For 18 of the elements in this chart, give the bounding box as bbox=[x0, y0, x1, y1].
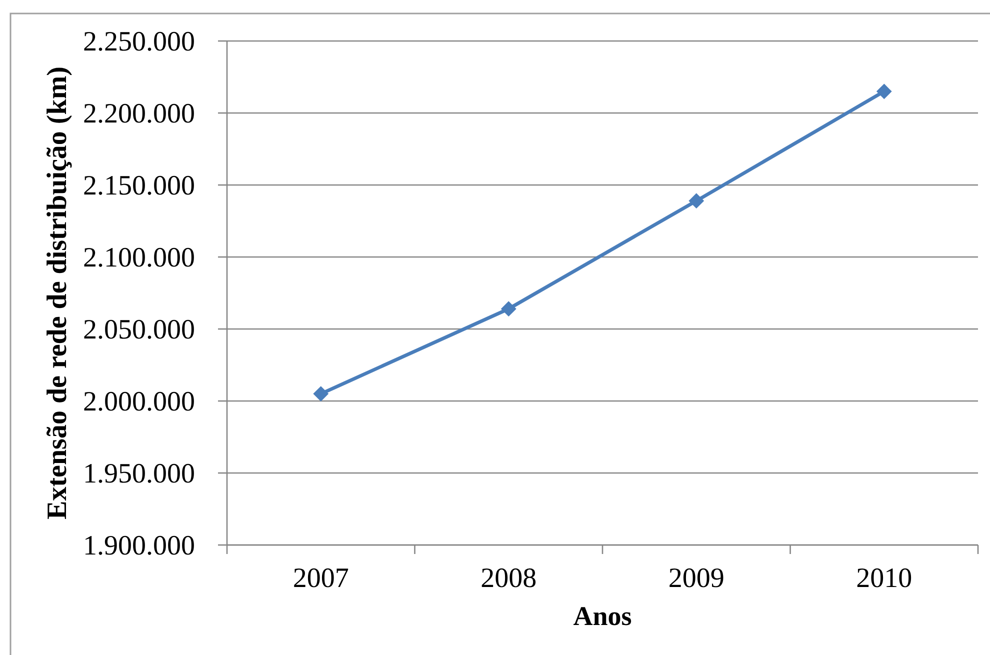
y-tick-label: 2.050.000 bbox=[83, 314, 195, 346]
point bbox=[876, 84, 892, 99]
x-tick-label: 2007 bbox=[292, 563, 349, 594]
point bbox=[688, 193, 704, 208]
y-tick-label: 2.250.000 bbox=[83, 26, 195, 58]
y-axis-title: Extensão de rede de distribuição (km) bbox=[42, 66, 73, 520]
y-tick-label: 2.200.000 bbox=[83, 98, 195, 130]
x-axis-title: Anos bbox=[573, 601, 632, 631]
y-tick-label: 2.100.000 bbox=[83, 242, 195, 274]
y-tick-label: 1.950.000 bbox=[83, 458, 195, 490]
x-tick-label: 2009 bbox=[668, 563, 724, 594]
point bbox=[313, 386, 328, 402]
y-tick-label: 2.150.000 bbox=[83, 170, 195, 202]
x-tick-label: 2008 bbox=[480, 563, 537, 594]
x-tick-label: 2010 bbox=[856, 563, 912, 594]
y-tick-label: 1.900.000 bbox=[83, 530, 195, 562]
point bbox=[501, 301, 516, 316]
y-tick-label: 2.000.000 bbox=[83, 386, 195, 418]
